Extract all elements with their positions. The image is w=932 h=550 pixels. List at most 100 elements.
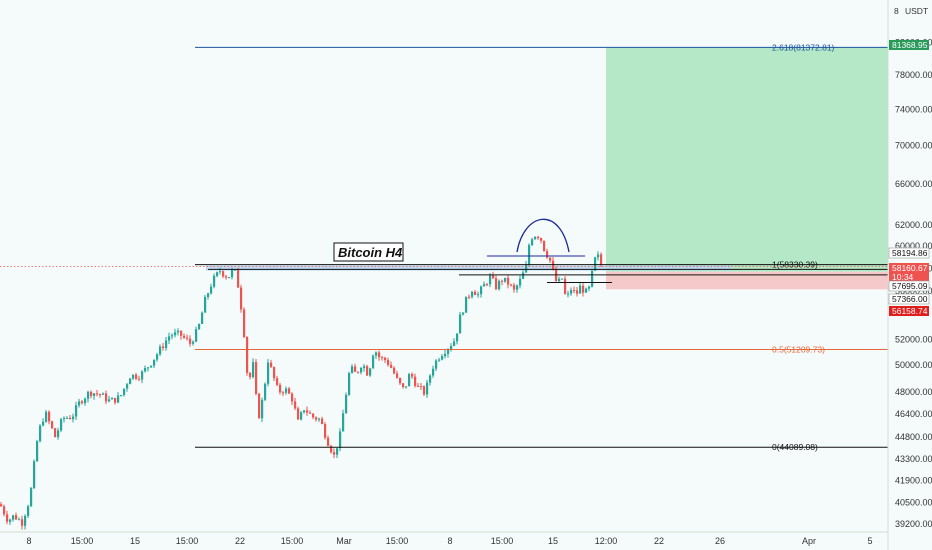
candle-body: [183, 335, 186, 338]
candle: [42, 418, 45, 427]
candle-body: [483, 284, 486, 287]
candle: [186, 334, 189, 341]
annotation-box: [333, 242, 404, 262]
candle: [282, 390, 285, 397]
candle: [561, 278, 564, 280]
candle: [3, 504, 6, 517]
candle: [108, 396, 111, 403]
candle: [48, 410, 51, 425]
candle: [84, 397, 87, 406]
candle: [459, 311, 462, 334]
candle-body: [456, 333, 459, 342]
candle-body: [348, 373, 351, 395]
candle: [558, 276, 561, 283]
candle: [372, 354, 375, 369]
fib-levels-layer: 2.618(81372.81) 1(58330.39) 0.5(51209.73) 0…: [195, 42, 888, 452]
candle: [30, 487, 33, 507]
candle-body: [351, 366, 354, 374]
candle: [387, 357, 390, 367]
candle-body: [186, 337, 189, 339]
price-tag-label: 58160.67: [892, 263, 928, 273]
candle-body: [105, 393, 108, 402]
candle: [144, 365, 147, 373]
y-tick-label: 50000.00: [895, 360, 932, 370]
candle: [396, 370, 399, 379]
candle: [0, 502, 3, 507]
candle-body: [141, 371, 144, 380]
price-tag-label: 58194.86: [892, 248, 928, 258]
candle: [213, 273, 216, 289]
candle-body: [201, 312, 204, 324]
candle-body: [111, 397, 114, 400]
candle: [453, 338, 456, 347]
candle: [159, 344, 162, 357]
y-tick-label: 78000.00: [895, 70, 932, 80]
annotation-text: Bitcoin H4: [338, 245, 403, 260]
candle: [594, 256, 597, 272]
candle: [96, 389, 99, 397]
price-tag-label: 57695.09: [892, 281, 928, 291]
candle: [414, 373, 417, 388]
candle-body: [444, 353, 447, 357]
x-tick-label: 22: [654, 536, 664, 546]
candle-body: [378, 352, 381, 358]
candle-body: [540, 238, 543, 241]
candle: [36, 439, 39, 462]
candle-body: [405, 386, 408, 388]
candle-body: [543, 240, 546, 252]
candle-body: [468, 296, 471, 298]
candle: [384, 356, 387, 364]
candle-body: [417, 385, 420, 387]
candle: [27, 504, 30, 519]
candle: [102, 392, 105, 395]
candle: [171, 333, 174, 340]
profit-zone: [606, 47, 888, 272]
candle: [588, 285, 591, 292]
candle-body: [114, 397, 117, 403]
candle: [207, 292, 210, 300]
candle: [120, 394, 123, 397]
candle-body: [99, 394, 102, 396]
candle: [24, 514, 27, 530]
candle-body: [582, 285, 585, 293]
candle: [510, 283, 513, 287]
candle-body: [63, 417, 66, 420]
candle-body: [30, 488, 33, 507]
candle-body: [420, 386, 423, 388]
candle: [210, 283, 213, 295]
candle-body: [249, 372, 252, 378]
candle-body: [21, 519, 24, 526]
candle-body: [39, 425, 42, 442]
candle-body: [321, 418, 324, 424]
price-tag: 56158.74: [889, 306, 929, 316]
candle: [174, 328, 177, 338]
candle-body: [480, 286, 483, 295]
candle: [45, 410, 48, 423]
candle-body: [276, 378, 279, 385]
candle-body: [90, 391, 93, 396]
candle: [546, 248, 549, 259]
candle-body: [570, 290, 573, 294]
candle-body: [390, 364, 393, 368]
candle-body: [600, 254, 603, 265]
candle-body: [264, 383, 267, 400]
candle-body: [534, 236, 537, 240]
price-tag-bg: [889, 40, 929, 50]
candle: [177, 328, 180, 336]
candle-body: [123, 388, 126, 396]
candle-body: [15, 515, 18, 520]
candles-layer: [0, 235, 603, 530]
candle: [141, 370, 144, 384]
price-tag: 57366.00: [888, 293, 930, 305]
candle: [87, 390, 90, 403]
candle: [72, 413, 75, 423]
candle-body: [459, 314, 462, 334]
candle: [117, 392, 120, 404]
candle-body: [93, 393, 96, 396]
candle-body: [414, 376, 417, 386]
candle-body: [156, 354, 159, 360]
candle: [162, 342, 165, 351]
candle-body: [48, 411, 51, 422]
